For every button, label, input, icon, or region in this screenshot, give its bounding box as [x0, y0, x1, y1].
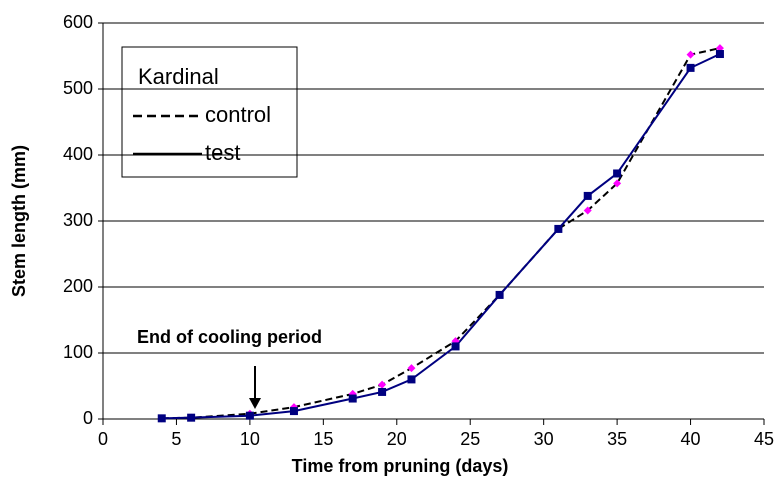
- series-line: [161, 53, 721, 420]
- marker: [157, 414, 166, 423]
- marker: [613, 169, 622, 178]
- y-tick-label: 0: [83, 408, 93, 428]
- marker: [686, 63, 695, 72]
- marker: [613, 179, 622, 188]
- marker: [378, 387, 387, 396]
- legend-label: control: [205, 102, 271, 127]
- marker: [583, 191, 592, 200]
- y-tick-label: 600: [63, 12, 93, 32]
- marker: [378, 380, 387, 389]
- annotation: End of cooling period: [137, 327, 322, 347]
- marker: [554, 224, 563, 233]
- marker: [495, 290, 504, 299]
- x-tick-label: 5: [171, 429, 181, 449]
- x-tick-label: 20: [387, 429, 407, 449]
- marker: [686, 50, 695, 59]
- marker: [407, 375, 416, 384]
- x-tick-label: 35: [607, 429, 627, 449]
- y-tick-label: 200: [63, 276, 93, 296]
- x-tick-label: 10: [240, 429, 260, 449]
- x-tick-label: 30: [534, 429, 554, 449]
- marker: [187, 413, 196, 422]
- y-tick-label: 400: [63, 144, 93, 164]
- marker: [289, 407, 298, 416]
- x-axis-label: Time from pruning (days): [292, 456, 509, 476]
- y-tick-label: 100: [63, 342, 93, 362]
- y-axis-label: Stem length (mm): [9, 145, 29, 297]
- x-tick-label: 25: [460, 429, 480, 449]
- marker: [245, 411, 254, 420]
- marker: [348, 394, 357, 403]
- marker: [407, 364, 416, 373]
- marker: [583, 206, 592, 215]
- series-line: [161, 47, 721, 420]
- x-tick-label: 0: [98, 429, 108, 449]
- x-tick-label: 40: [681, 429, 701, 449]
- marker: [715, 50, 724, 59]
- marker: [451, 342, 460, 351]
- annotation-arrowhead: [249, 398, 261, 409]
- legend-title: Kardinal: [138, 64, 219, 89]
- y-tick-label: 300: [63, 210, 93, 230]
- y-tick-label: 500: [63, 78, 93, 98]
- legend-label: test: [205, 140, 240, 165]
- x-tick-label: 15: [313, 429, 333, 449]
- x-tick-label: 45: [754, 429, 774, 449]
